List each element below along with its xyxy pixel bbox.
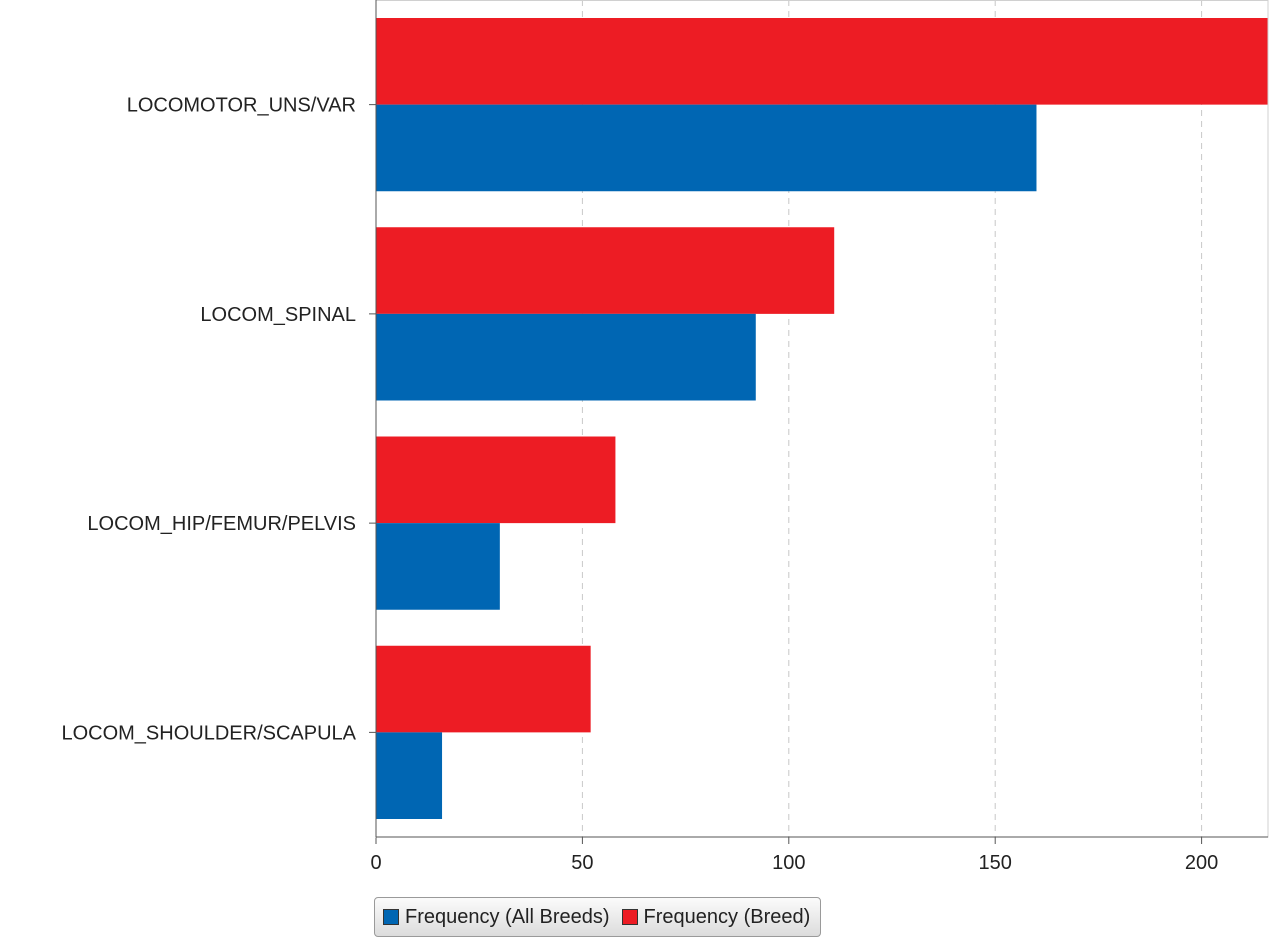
- chart-legend: Frequency (All Breeds) Frequency (Breed): [374, 897, 822, 937]
- category-label: LOCOM_SPINAL: [200, 304, 356, 326]
- legend-swatch-breed: [621, 909, 638, 925]
- category-label: LOCOM_SHOULDER/SCAPULA: [61, 722, 356, 744]
- axes: [369, 0, 1269, 844]
- bar-all-breeds[interactable]: [376, 313, 756, 401]
- bar-all-breeds[interactable]: [376, 523, 500, 610]
- bar-breed[interactable]: [376, 645, 591, 733]
- legend-label-all-breeds: Frequency (All Breeds): [405, 905, 610, 928]
- x-tick-label: 0: [370, 852, 381, 874]
- legend-label-breed: Frequency (Breed): [643, 905, 811, 928]
- bars: [376, 18, 1268, 819]
- x-tick-label: 200: [1185, 852, 1218, 874]
- bar-breed[interactable]: [376, 18, 1268, 105]
- category-label: LOCOM_HIP/FEMUR/PELVIS: [87, 513, 356, 535]
- bar-breed[interactable]: [376, 436, 616, 524]
- bar-breed[interactable]: [376, 227, 835, 314]
- labels: 0 50 100 150 200 LOCOMOTOR_UNS/VAR LOCOM_SPINA…: [61, 95, 1218, 874]
- legend-item-all-breeds[interactable]: Frequency (All Breeds): [383, 906, 610, 929]
- x-tick-label: 50: [571, 852, 593, 874]
- bar-all-breeds[interactable]: [376, 104, 1037, 192]
- x-tick-label: 100: [772, 852, 805, 874]
- category-label: LOCOMOTOR_UNS/VAR: [127, 95, 356, 117]
- x-tick-label: 150: [979, 852, 1012, 874]
- legend-swatch-all-breeds: [383, 909, 399, 925]
- legend-item-breed[interactable]: Frequency (Breed): [621, 905, 811, 929]
- bar-all-breeds[interactable]: [376, 732, 443, 819]
